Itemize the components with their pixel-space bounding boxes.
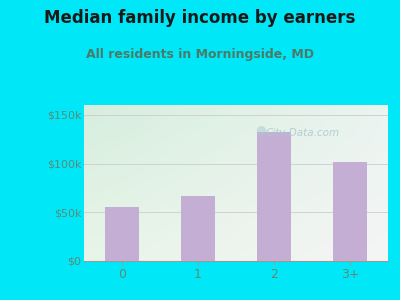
Text: ●: ● (255, 124, 266, 136)
Bar (105, 207, 139, 261)
Bar (333, 161, 367, 261)
Bar (181, 196, 215, 261)
Text: City-Data.com: City-Data.com (266, 128, 340, 138)
Text: All residents in Morningside, MD: All residents in Morningside, MD (86, 48, 314, 61)
Text: Median family income by earners: Median family income by earners (44, 9, 356, 27)
Bar (257, 132, 291, 261)
